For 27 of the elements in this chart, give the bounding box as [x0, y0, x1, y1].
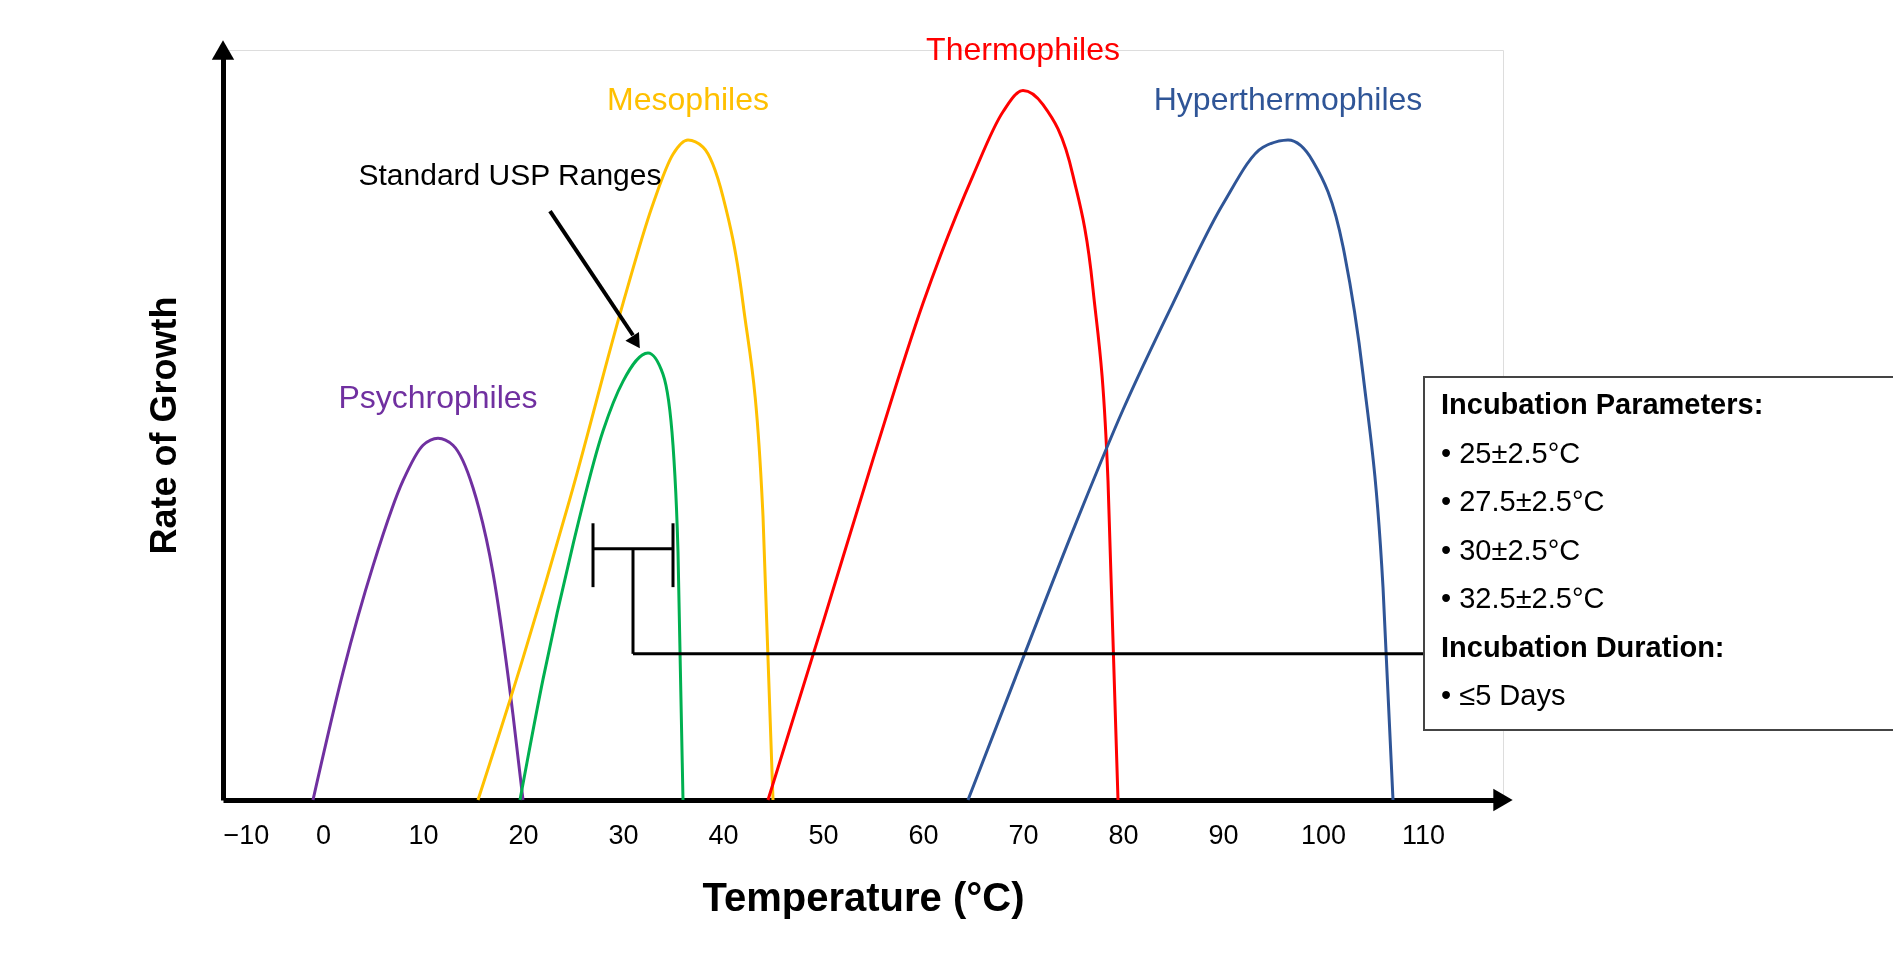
annotation: Standard USP Ranges — [358, 157, 662, 191]
x-tick-label: 90 — [1208, 819, 1239, 850]
x-axis-title: Temperature (°C) — [702, 874, 1025, 919]
x-tick-label: 100 — [1300, 819, 1347, 850]
y-axis-title: Rate of Growth — [142, 296, 184, 555]
series-label: Mesophiles — [607, 81, 769, 118]
series-label: Hyperthermophiles — [1153, 81, 1423, 118]
annotation: Incubation Duration: — [1441, 630, 1725, 663]
x-tick-label: 60 — [908, 819, 939, 850]
x-tick-label: −10 — [223, 819, 270, 850]
x-tick-label: 20 — [508, 819, 539, 850]
series-label: Psychrophiles — [338, 379, 538, 416]
annotation: • 25±2.5°C — [1441, 436, 1581, 469]
annotation: • 27.5±2.5°C — [1441, 485, 1605, 517]
x-tick-label: 10 — [408, 819, 439, 850]
x-tick-label: 0 — [315, 819, 332, 850]
annotation: • 32.5±2.5°C — [1441, 582, 1605, 614]
x-tick-label: 40 — [708, 819, 739, 850]
annotation: • 30±2.5°C — [1441, 533, 1581, 566]
annotation: Incubation Parameters: — [1441, 388, 1764, 420]
x-tick-label: 70 — [1008, 819, 1039, 850]
series-label: Thermophiles — [926, 31, 1120, 68]
x-tick-label: 50 — [808, 819, 839, 850]
x-tick-label: 110 — [1401, 819, 1446, 850]
annotation: • ≤5 Days — [1441, 679, 1566, 711]
x-tick-label: 30 — [608, 819, 639, 850]
x-tick-label: 80 — [1108, 819, 1139, 850]
